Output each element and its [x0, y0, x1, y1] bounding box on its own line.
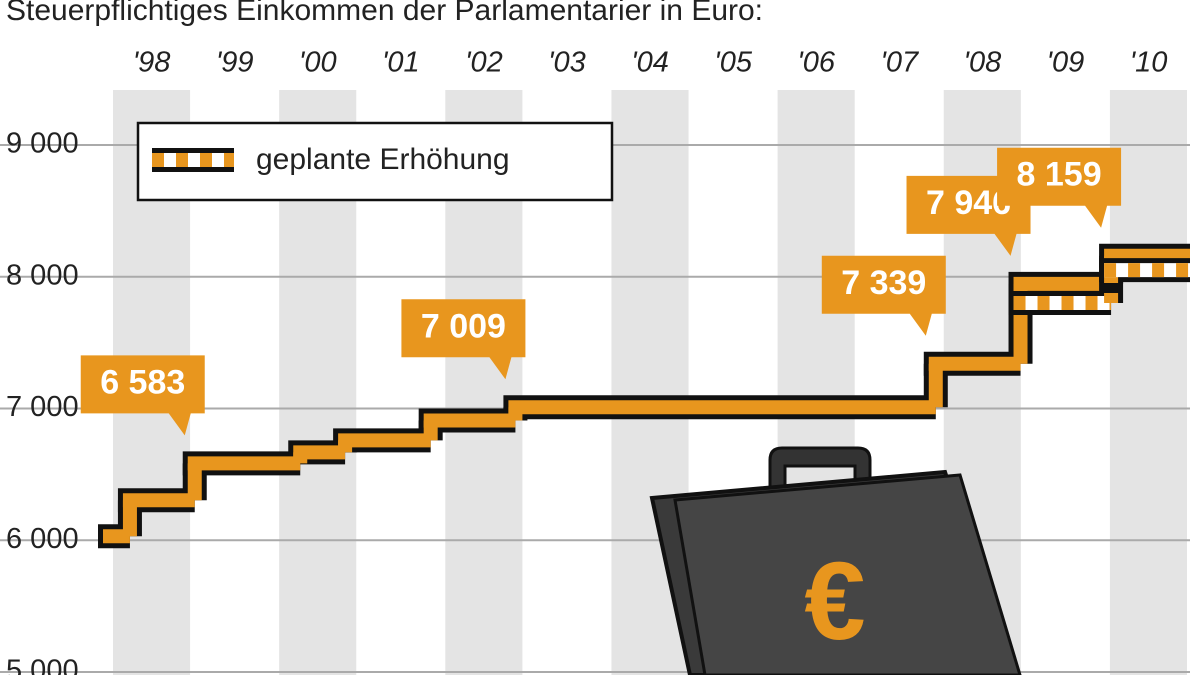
x-tick-label: '05: [714, 47, 753, 79]
callout-box: [997, 147, 1122, 228]
callout-box: [821, 255, 946, 336]
legend-swatch-bg: [152, 153, 234, 167]
callout-label: 6 583: [100, 363, 185, 401]
x-tick-label: '08: [963, 47, 1001, 79]
briefcase-illustration: €: [649, 446, 1022, 675]
callout-label: 8 159: [1017, 156, 1102, 194]
column-stripe: [1109, 90, 1187, 675]
chart-title: Steuerpflichtiges Einkommen der Parlamen…: [6, 0, 763, 27]
callout-label: 7 339: [841, 264, 926, 302]
legend-label: geplante Erhöhung: [256, 143, 510, 176]
y-tick-label: 8 000: [6, 259, 79, 291]
x-tick-label: '06: [797, 47, 836, 79]
x-tick-label: '02: [465, 47, 503, 79]
y-tick-label: 9 000: [6, 128, 79, 160]
callout-box: [80, 355, 205, 436]
y-tick-label: 7 000: [6, 391, 79, 423]
legend: geplante Erhöhung: [136, 121, 614, 202]
x-tick-label: '07: [880, 47, 920, 79]
callout-label: 7 009: [421, 307, 506, 345]
svg-text:€: €: [804, 540, 865, 663]
callout-box: [401, 299, 526, 380]
x-tick-label: '04: [631, 47, 669, 79]
x-tick-label: '98: [133, 47, 171, 79]
y-tick-label: 6 000: [6, 523, 79, 555]
x-tick-label: '99: [216, 47, 254, 79]
x-tick-label: '00: [299, 47, 337, 79]
x-tick-label: '03: [548, 47, 586, 79]
x-tick-label: '01: [382, 47, 420, 79]
y-tick-label: 5 000: [6, 655, 79, 675]
callout-label: 7 946: [926, 184, 1011, 222]
legend-box: [136, 121, 614, 202]
x-tick-label: '10: [1130, 47, 1168, 79]
x-tick-label: '09: [1046, 47, 1084, 79]
